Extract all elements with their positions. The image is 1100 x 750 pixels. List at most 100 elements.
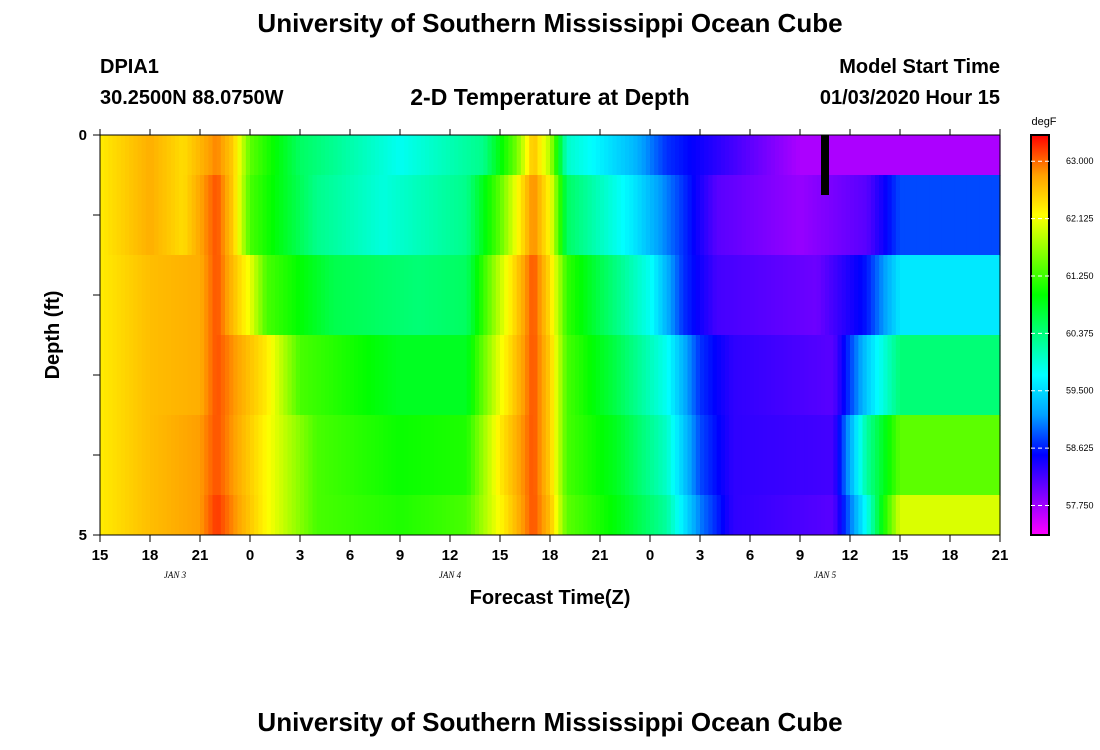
heatmap-cell [383, 495, 389, 536]
heatmap-cell [833, 335, 839, 416]
heatmap-cell [479, 495, 484, 536]
heatmap-cell [529, 175, 534, 256]
heatmap-cell [170, 495, 176, 536]
heatmap-cell [516, 335, 522, 416]
heatmap-cell [670, 135, 676, 176]
heatmap-cell [145, 175, 151, 256]
heatmap-cell [250, 255, 255, 336]
heatmap-cell [362, 175, 368, 256]
heatmap-cell [629, 135, 634, 176]
heatmap-cell [554, 495, 559, 536]
heatmap-cell [470, 255, 476, 336]
heatmap-cell [558, 255, 564, 336]
heatmap-cell [716, 255, 722, 336]
heatmap-cell [733, 495, 739, 536]
heatmap-cell [508, 335, 514, 416]
heatmap-cell [870, 415, 876, 496]
heatmap-cell [462, 335, 468, 416]
heatmap-cell [908, 255, 914, 336]
heatmap-cell [191, 335, 197, 416]
heatmap-cell [979, 335, 984, 416]
heatmap-cell [900, 495, 905, 536]
heatmap-cell [325, 495, 330, 536]
heatmap-cell [595, 255, 601, 336]
heatmap-cell [141, 415, 147, 496]
heatmap-cell [466, 335, 472, 416]
heatmap-cell [633, 175, 639, 256]
heatmap-cell [329, 495, 334, 536]
heatmap-cell [495, 175, 501, 256]
heatmap-cell [845, 335, 851, 416]
heatmap-cell [291, 175, 297, 256]
heatmap-cell [158, 415, 164, 496]
heatmap-cell [216, 255, 222, 336]
heatmap-cell [462, 175, 468, 256]
heatmap-cell [662, 135, 668, 176]
heatmap-cell [187, 335, 193, 416]
heatmap-cell [800, 495, 805, 536]
heatmap-cell [262, 135, 268, 176]
heatmap-cell [600, 135, 605, 176]
heatmap-cell [450, 135, 455, 176]
heatmap-cell [395, 135, 401, 176]
heatmap-cell [683, 415, 689, 496]
heatmap-cell [654, 415, 659, 496]
heatmap-cell [191, 175, 197, 256]
heatmap-cell [558, 495, 564, 536]
heatmap-cell [366, 495, 372, 536]
heatmap-cell [333, 255, 339, 336]
heatmap-cell [829, 415, 834, 496]
heatmap-cell [854, 175, 859, 256]
heatmap-cell [754, 135, 759, 176]
heatmap-cell [275, 135, 280, 176]
heatmap-cell [933, 255, 939, 336]
heatmap-cell [962, 335, 968, 416]
heatmap-cell [570, 495, 576, 536]
heatmap-cell [745, 495, 751, 536]
heatmap-cell [116, 415, 122, 496]
heatmap-cell [991, 135, 997, 176]
heatmap-cell [212, 495, 218, 536]
heatmap-cell [504, 335, 509, 416]
heatmap-cell [162, 335, 168, 416]
heatmap-cell [925, 495, 930, 536]
heatmap-cell [779, 135, 784, 176]
heatmap-cell [737, 495, 743, 536]
heatmap-cell [800, 175, 805, 256]
heatmap-cell [591, 495, 597, 536]
heatmap-cell [616, 335, 622, 416]
heatmap-cell [891, 175, 897, 256]
heatmap-cell [600, 495, 605, 536]
heatmap-cell [729, 335, 734, 416]
heatmap-cell [370, 495, 376, 536]
heatmap-cell [120, 335, 126, 416]
heatmap-cell [908, 335, 914, 416]
heatmap-cell [770, 175, 776, 256]
heatmap-cell [341, 135, 347, 176]
heatmap-cell [445, 495, 451, 536]
heatmap-cell [791, 135, 797, 176]
heatmap-cell [591, 135, 597, 176]
heatmap-cell [766, 135, 772, 176]
heatmap-cell [216, 135, 222, 176]
heatmap-cell [866, 135, 872, 176]
heatmap-cell [945, 495, 951, 536]
heatmap-cell [112, 135, 118, 176]
heatmap-cell [845, 175, 851, 256]
heatmap-cell [625, 415, 630, 496]
heatmap-cell [312, 335, 318, 416]
heatmap-cell [245, 495, 251, 536]
heatmap-cell [491, 415, 497, 496]
heatmap-cell [750, 255, 755, 336]
heatmap-cell [745, 415, 751, 496]
heatmap-cell [125, 415, 130, 496]
heatmap-cell [995, 135, 1001, 176]
heatmap-cell [154, 255, 159, 336]
heatmap-cell [908, 135, 914, 176]
heatmap-cell [625, 135, 630, 176]
heatmap-cell [675, 255, 680, 336]
heatmap-cell [595, 415, 601, 496]
heatmap-cell [995, 255, 1001, 336]
heatmap-cell [337, 135, 343, 176]
heatmap-cell [370, 175, 376, 256]
